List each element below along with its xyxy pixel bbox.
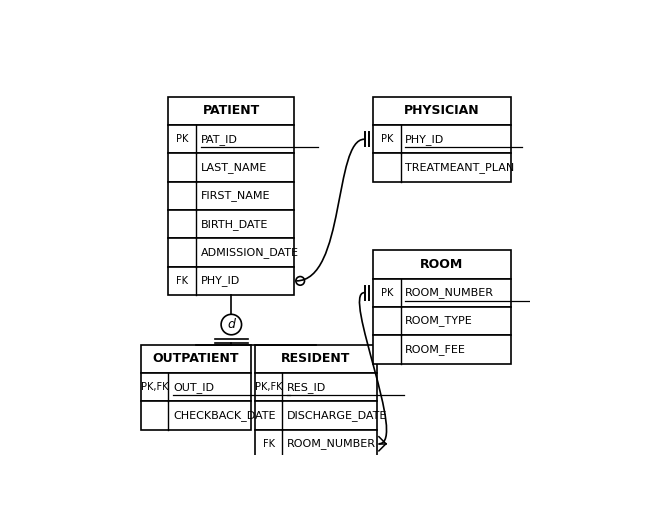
Bar [373,278,510,307]
Bar [255,401,377,430]
Text: BIRTH_DATE: BIRTH_DATE [201,219,268,229]
Text: PK: PK [176,134,188,144]
Bar [373,335,510,363]
Bar [169,210,294,238]
Bar [373,125,510,153]
Text: LAST_NAME: LAST_NAME [201,162,267,173]
Bar [169,97,294,125]
Bar [169,267,294,295]
Bar [373,97,510,125]
Text: PK: PK [381,134,393,144]
Bar [169,238,294,267]
Bar [373,250,510,278]
Text: PHY_ID: PHY_ID [201,275,240,286]
Text: FIRST_NAME: FIRST_NAME [201,191,270,201]
Text: PHY_ID: PHY_ID [406,134,445,145]
Text: OUTPATIENT: OUTPATIENT [153,352,239,365]
Text: RESIDENT: RESIDENT [281,352,351,365]
Text: PK,FK: PK,FK [255,382,283,392]
Bar [169,153,294,182]
Bar [169,182,294,210]
Bar [373,153,510,182]
Text: FK: FK [263,439,275,449]
Text: ROOM: ROOM [420,258,464,271]
Text: ROOM_NUMBER: ROOM_NUMBER [406,287,494,298]
Bar [255,344,377,373]
Bar [255,430,377,458]
Text: ROOM_NUMBER: ROOM_NUMBER [287,438,376,449]
Bar [141,373,251,401]
Text: PK: PK [381,288,393,298]
Text: ROOM_FEE: ROOM_FEE [406,344,466,355]
Text: TREATMEANT_PLAN: TREATMEANT_PLAN [406,162,514,173]
Text: ADMISSION_DATE: ADMISSION_DATE [201,247,299,258]
Text: PAT_ID: PAT_ID [201,134,238,145]
Bar [141,401,251,430]
Text: RES_ID: RES_ID [287,382,326,392]
Bar [169,125,294,153]
Text: CHECKBACK_DATE: CHECKBACK_DATE [173,410,275,421]
Text: ROOM_TYPE: ROOM_TYPE [406,316,473,327]
Text: OUT_ID: OUT_ID [173,382,214,392]
Bar [255,373,377,401]
Text: PATIENT: PATIENT [202,104,260,118]
Text: FK: FK [176,276,188,286]
Bar [373,307,510,335]
Text: PHYSICIAN: PHYSICIAN [404,104,480,118]
Text: d: d [227,318,235,331]
Text: DISCHARGE_DATE: DISCHARGE_DATE [287,410,387,421]
Bar [141,344,251,373]
Text: PK,FK: PK,FK [141,382,169,392]
